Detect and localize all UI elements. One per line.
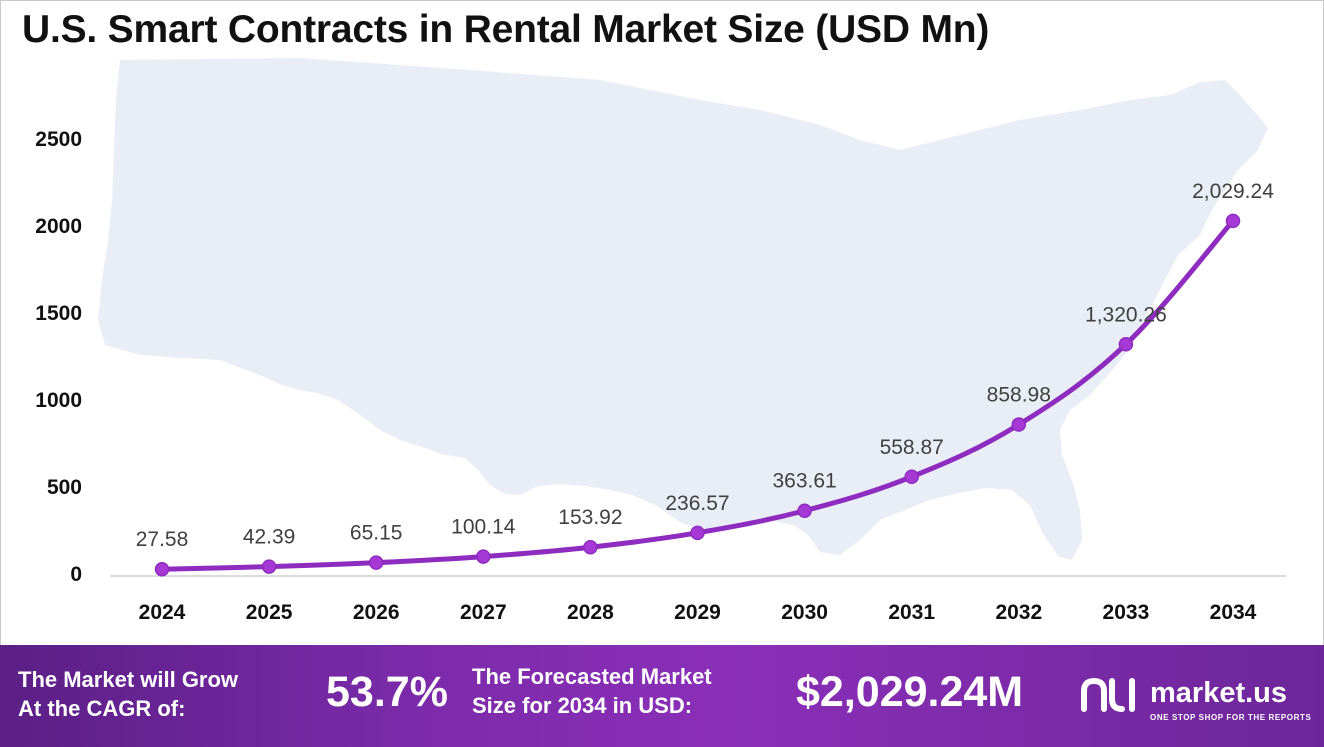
forecast-label-line2: Size for 2034 in USD:: [472, 693, 693, 718]
brand-name: market.us: [1150, 677, 1288, 709]
data-point-2025: [261, 559, 277, 574]
data-label-2024: 27.58: [136, 528, 189, 551]
y-tick-label: 2000: [35, 215, 82, 238]
brand-tagline: ONE STOP SHOP FOR THE REPORTS: [1150, 713, 1312, 722]
data-point-2032: [1011, 417, 1027, 432]
data-label-2034: 2,029.24: [1192, 180, 1274, 203]
x-tick-label: 2027: [460, 601, 507, 624]
us-map-background: [98, 58, 1268, 560]
cagr-value: 53.7%: [326, 668, 448, 716]
x-tick-label: 2031: [888, 601, 935, 624]
chart-title: U.S. Smart Contracts in Rental Market Si…: [22, 8, 990, 51]
y-tick-label: 500: [47, 476, 82, 499]
cagr-label: The Market will Grow At the CAGR of:: [18, 665, 238, 723]
x-tick-label: 2024: [139, 601, 186, 624]
x-tick-label: 2025: [246, 601, 293, 624]
forecast-label: The Forecasted Market Size for 2034 in U…: [472, 662, 712, 720]
data-point-2031: [904, 469, 919, 485]
y-tick-label: 2500: [35, 128, 82, 151]
data-label-2025: 42.39: [243, 526, 296, 549]
data-point-2030: [797, 503, 812, 518]
data-point-2028: [583, 539, 598, 555]
data-label-2030: 363.61: [772, 470, 836, 493]
market-us-logo-icon: [1081, 677, 1135, 712]
data-points: [154, 213, 1241, 577]
y-axis-ticks: 0 500 1000 1500 2000 2500: [35, 128, 82, 586]
data-point-2027: [476, 549, 491, 564]
x-tick-label: 2034: [1210, 601, 1257, 624]
footer-banner: The Market will Grow At the CAGR of: 53.…: [0, 645, 1324, 747]
data-point-2033: [1118, 337, 1134, 352]
data-labels: 27.58 42.39 65.15 100.14 153.92 236.57 363.61 5…: [136, 180, 1274, 551]
data-point-2029: [690, 525, 705, 541]
data-label-2027: 100.14: [451, 516, 516, 539]
y-tick-label: 1500: [35, 302, 82, 325]
forecast-label-line1: The Forecasted Market: [472, 664, 712, 689]
data-label-2028: 153.92: [558, 506, 622, 529]
y-tick-label: 0: [70, 563, 82, 586]
data-label-2031: 558.87: [880, 436, 944, 459]
data-label-2032: 858.98: [987, 384, 1051, 407]
cagr-label-line1: The Market will Grow: [18, 667, 239, 692]
x-tick-label: 2029: [674, 601, 721, 624]
data-label-2026: 65.15: [350, 522, 403, 545]
x-tick-label: 2030: [781, 601, 828, 624]
x-tick-label: 2032: [995, 601, 1042, 624]
brand-logo[interactable]: market.us ONE STOP SHOP FOR THE REPORTS: [1080, 675, 1311, 722]
data-point-2026: [368, 555, 384, 570]
y-tick-label: 1000: [35, 389, 82, 412]
x-tick-label: 2026: [353, 601, 400, 624]
data-label-2033: 1,320.26: [1085, 303, 1167, 326]
x-axis-ticks: 2024 2025 2026 2027 2028 2029 2030 2031 2032 2033…: [139, 601, 1257, 624]
cagr-label-line2: At the CAGR of:: [18, 696, 186, 721]
data-point-2024: [154, 561, 170, 577]
x-tick-label: 2028: [567, 601, 614, 624]
data-label-2029: 236.57: [665, 492, 729, 515]
x-tick-label: 2033: [1103, 601, 1150, 624]
data-point-2034: [1225, 213, 1241, 229]
forecast-value: $2,029.24M: [796, 668, 1024, 716]
